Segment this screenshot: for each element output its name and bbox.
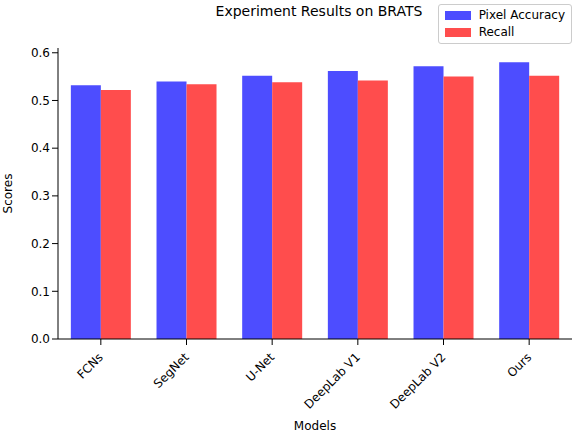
svg-text:Ours: Ours xyxy=(504,350,534,380)
svg-text:0.0: 0.0 xyxy=(31,332,50,346)
svg-text:0.6: 0.6 xyxy=(31,46,50,60)
svg-text:DeepLab V2: DeepLab V2 xyxy=(387,350,448,411)
svg-text:0.3: 0.3 xyxy=(31,189,50,203)
html-text:Recall: Recall xyxy=(478,25,515,39)
svg-text:FCNs: FCNs xyxy=(74,350,105,381)
svg-text:U-Net: U-Net xyxy=(243,350,277,384)
svg-text:DeepLab V1: DeepLab V1 xyxy=(301,350,362,411)
html-text:Pixel Accuracy: Pixel Accuracy xyxy=(478,8,565,22)
svg-text:Scores: Scores xyxy=(8,174,15,214)
svg-text:0.4: 0.4 xyxy=(31,141,50,155)
html-text:Experiment Results on BRATS: Experiment Results on BRATS xyxy=(215,3,423,19)
svg-text:0.2: 0.2 xyxy=(31,237,50,251)
svg-text:0.1: 0.1 xyxy=(31,285,50,299)
svg-text:Models: Models xyxy=(294,419,336,432)
svg-text:SegNet: SegNet xyxy=(151,350,192,391)
svg-text:0.5: 0.5 xyxy=(31,94,50,108)
